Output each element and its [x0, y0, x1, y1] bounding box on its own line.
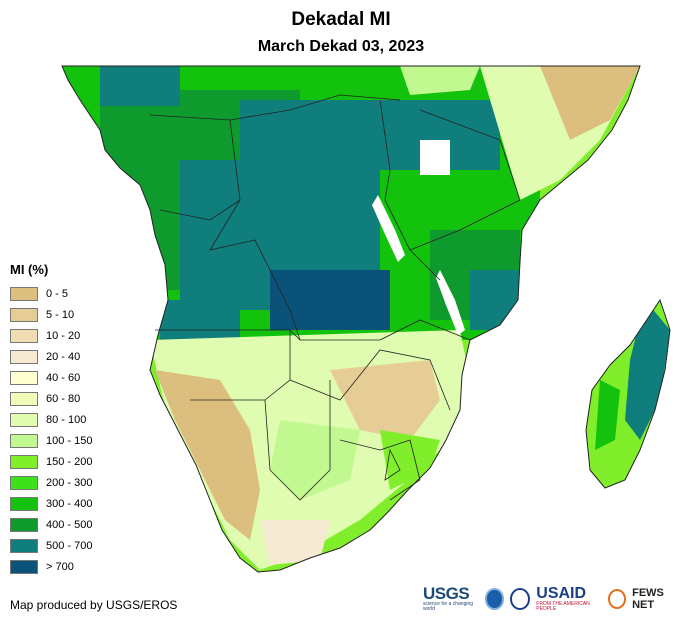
legend-row: 150 - 200	[10, 451, 92, 472]
legend-swatch	[10, 538, 38, 553]
legend-swatch	[10, 328, 38, 343]
usaid-logo-text: USAID	[536, 584, 587, 602]
legend-row: 80 - 100	[10, 409, 92, 430]
legend-row: 300 - 400	[10, 493, 92, 514]
legend-swatch	[10, 307, 38, 322]
legend-swatch	[10, 433, 38, 448]
legend-label: 200 - 300	[46, 476, 93, 489]
legend-label: 100 - 150	[46, 434, 93, 447]
legend-label: 40 - 60	[46, 371, 81, 384]
legend-swatch	[10, 412, 38, 427]
logo-strip: USGS science for a changing world USAID …	[423, 585, 682, 612]
legend-swatch	[10, 370, 38, 385]
legend-row: 60 - 80	[10, 388, 92, 409]
legend-swatch	[10, 496, 38, 511]
legend-swatch	[10, 454, 38, 469]
legend: MI (%) 0 - 5 5 - 10 10 - 20 20 - 40 40 - 60 6…	[10, 262, 92, 577]
legend-label: 20 - 40	[46, 350, 81, 363]
usgs-logo: USGS science for a changing world	[423, 585, 479, 612]
credit-text: Map produced by USGS/EROS	[10, 598, 178, 612]
map-title: Dekadal MI	[291, 9, 391, 30]
legend-label: 60 - 80	[46, 392, 81, 405]
map-subtitle: March Dekad 03, 2023	[257, 38, 425, 55]
legend-row: 400 - 500	[10, 514, 92, 535]
legend-label: 0 - 5	[46, 287, 69, 300]
legend-row: 5 - 10	[10, 304, 92, 325]
usaid-logo: USAID FROM THE AMERICAN PEOPLE	[536, 584, 602, 612]
legend-label: 400 - 500	[46, 518, 93, 531]
legend-row: 100 - 150	[10, 430, 92, 451]
legend-label: 500 - 700	[46, 539, 93, 552]
legend-swatch	[10, 286, 38, 301]
legend-row: 500 - 700	[10, 535, 92, 556]
usgs-tagline: science for a changing world	[423, 601, 474, 612]
legend-label: 10 - 20	[46, 329, 81, 342]
legend-title: MI (%)	[10, 262, 49, 277]
country-borders	[149, 94, 521, 501]
legend-label: > 700	[46, 560, 74, 573]
legend-swatch	[10, 517, 38, 532]
usaid-tagline: FROM THE AMERICAN PEOPLE	[536, 600, 590, 612]
legend-swatch	[10, 349, 38, 364]
legend-label: 150 - 200	[46, 455, 93, 468]
legend-swatch	[10, 559, 38, 574]
madagascar-moisture-layer	[586, 300, 670, 488]
usgs-logo-text: USGS	[423, 584, 470, 603]
legend-swatch	[10, 391, 38, 406]
coastline	[61, 65, 641, 573]
legend-swatch	[10, 475, 38, 490]
legend-label: 80 - 100	[46, 413, 87, 426]
legend-label: 300 - 400	[46, 497, 93, 510]
legend-row: > 700	[10, 556, 92, 577]
legend-label: 5 - 10	[46, 308, 75, 321]
madagascar-coastline	[585, 298, 671, 489]
fews-net-icon	[608, 588, 627, 609]
fews-net-logo-text: FEWS NET	[632, 586, 664, 611]
usaid-seal-icon	[510, 587, 531, 610]
noaa-logo-icon	[484, 587, 505, 610]
legend-row: 200 - 300	[10, 472, 92, 493]
legend-row: 0 - 5	[10, 283, 92, 304]
legend-row: 40 - 60	[10, 367, 92, 388]
legend-row: 20 - 40	[10, 346, 92, 367]
legend-row: 10 - 20	[10, 325, 92, 346]
